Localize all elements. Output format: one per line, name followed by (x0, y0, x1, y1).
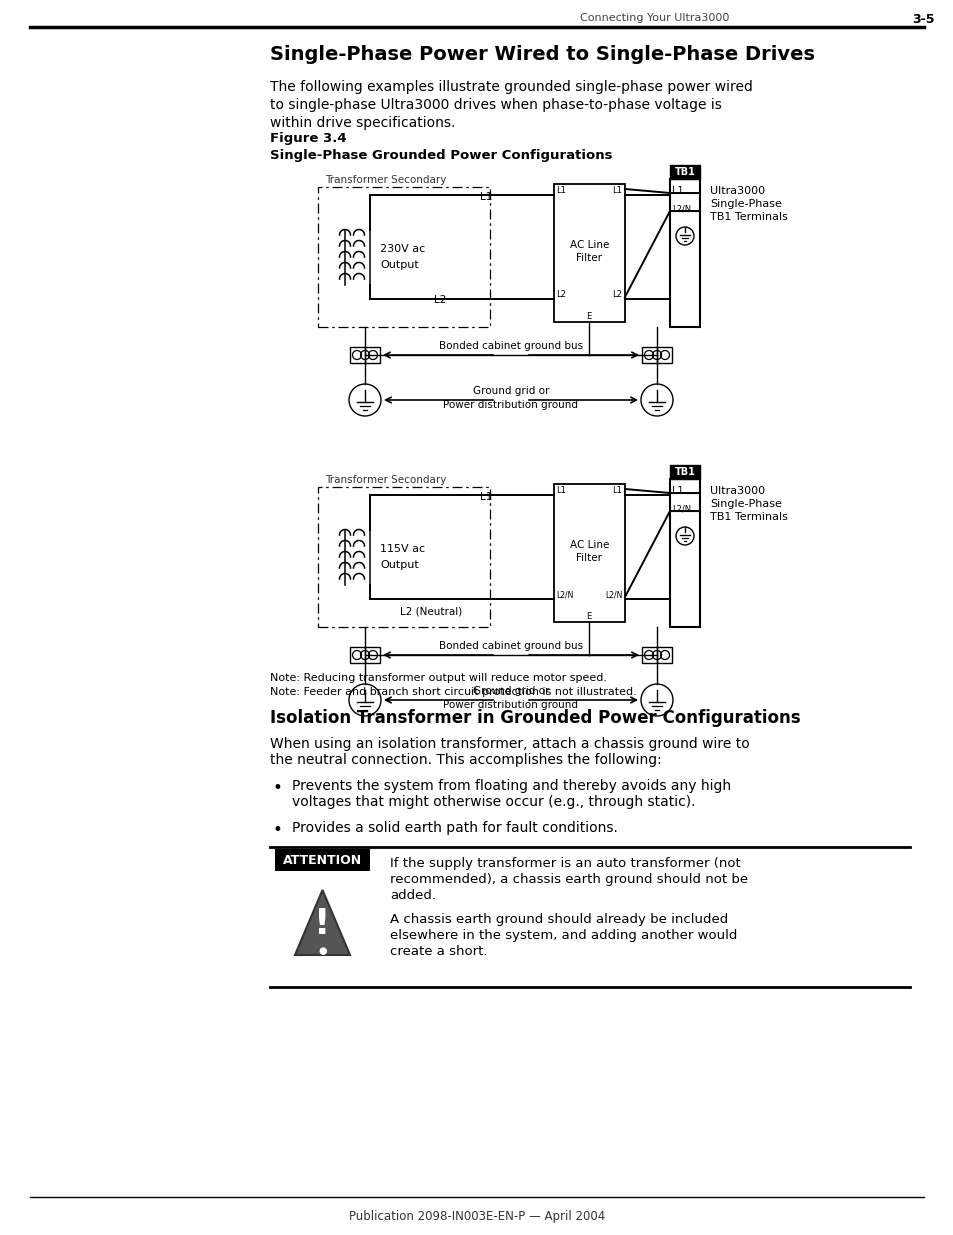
Text: L1: L1 (556, 487, 565, 495)
Text: L1: L1 (671, 186, 683, 196)
Text: L2/N: L2/N (604, 590, 621, 599)
Text: TB1: TB1 (674, 467, 695, 477)
Text: Ultra3000: Ultra3000 (709, 186, 764, 196)
Text: L1: L1 (556, 186, 565, 195)
Text: If the supply transformer is an auto transformer (not: If the supply transformer is an auto tra… (390, 857, 740, 869)
Text: Power distribution ground: Power distribution ground (443, 700, 578, 710)
Text: Publication 2098-IN003E-EN-P — April 2004: Publication 2098-IN003E-EN-P — April 200… (349, 1210, 604, 1223)
Text: elsewhere in the system, and adding another would: elsewhere in the system, and adding anot… (390, 929, 737, 942)
Text: L2/N: L2/N (671, 205, 690, 214)
Text: create a short.: create a short. (390, 945, 487, 958)
Text: within drive specifications.: within drive specifications. (270, 116, 455, 130)
Bar (669, 179, 700, 327)
Text: 230V ac: 230V ac (379, 245, 425, 254)
Bar (270, 847, 375, 987)
Bar (350, 647, 379, 663)
Text: When using an isolation transformer, attach a chassis ground wire to: When using an isolation transformer, att… (270, 737, 749, 751)
Text: Ground grid or: Ground grid or (473, 685, 549, 697)
Text: Output: Output (379, 559, 418, 571)
Text: Filter: Filter (576, 253, 602, 263)
Text: E: E (586, 613, 591, 621)
Text: L2/N: L2/N (671, 505, 690, 514)
Text: to single-phase Ultra3000 drives when phase-to-phase voltage is: to single-phase Ultra3000 drives when ph… (270, 98, 721, 112)
Text: Filter: Filter (576, 553, 602, 563)
Bar (641, 347, 671, 363)
Text: TB1: TB1 (674, 167, 695, 177)
Text: L1: L1 (479, 191, 492, 203)
Text: ●: ● (318, 946, 327, 956)
Text: E: E (586, 312, 591, 321)
Text: Ground grid or: Ground grid or (473, 387, 549, 396)
Text: added.: added. (390, 889, 436, 902)
Bar (274, 848, 370, 871)
Bar (641, 647, 671, 663)
Text: TB1 Terminals: TB1 Terminals (709, 212, 787, 222)
Text: Isolation Transformer in Grounded Power Configurations: Isolation Transformer in Grounded Power … (270, 709, 800, 727)
Bar (669, 466, 700, 479)
Text: Single-Phase: Single-Phase (709, 499, 781, 509)
Text: L2: L2 (612, 290, 621, 299)
Text: Note: Reducing transformer output will reduce motor speed.: Note: Reducing transformer output will r… (270, 673, 606, 683)
Text: Single-Phase: Single-Phase (709, 199, 781, 209)
Text: L2: L2 (434, 295, 446, 305)
Text: L1: L1 (612, 487, 621, 495)
Text: L1: L1 (612, 186, 621, 195)
Text: voltages that might otherwise occur (e.g., through static).: voltages that might otherwise occur (e.g… (292, 795, 695, 809)
Text: Transformer Secondary: Transformer Secondary (325, 175, 446, 185)
Text: AC Line: AC Line (569, 540, 609, 550)
Text: TB1 Terminals: TB1 Terminals (709, 513, 787, 522)
Text: AC Line: AC Line (569, 240, 609, 249)
Text: •: • (273, 821, 283, 839)
Text: recommended), a chassis earth ground should not be: recommended), a chassis earth ground sho… (390, 873, 747, 885)
Text: Transformer Secondary: Transformer Secondary (325, 475, 446, 485)
Text: Figure 3.4: Figure 3.4 (270, 132, 346, 144)
Text: ATTENTION: ATTENTION (283, 853, 362, 867)
Text: Bonded cabinet ground bus: Bonded cabinet ground bus (438, 641, 582, 651)
Polygon shape (294, 890, 350, 955)
Text: 115V ac: 115V ac (379, 543, 425, 555)
Bar (554, 484, 624, 622)
Text: Output: Output (379, 261, 418, 270)
Text: The following examples illustrate grounded single-phase power wired: The following examples illustrate ground… (270, 80, 752, 94)
Text: Note: Feeder and branch short circuit protection is not illustrated.: Note: Feeder and branch short circuit pr… (270, 687, 636, 697)
Text: L2 (Neutral): L2 (Neutral) (399, 606, 462, 618)
Text: L1: L1 (479, 492, 492, 501)
Bar (669, 479, 700, 627)
Text: the neutral connection. This accomplishes the following:: the neutral connection. This accomplishe… (270, 753, 661, 767)
Text: Prevents the system from floating and thereby avoids any high: Prevents the system from floating and th… (292, 779, 730, 793)
Text: Bonded cabinet ground bus: Bonded cabinet ground bus (438, 341, 582, 351)
Text: L2/N: L2/N (556, 590, 573, 599)
Bar (554, 184, 624, 322)
Text: •: • (273, 779, 283, 797)
Text: L2: L2 (556, 290, 565, 299)
Text: Provides a solid earth path for fault conditions.: Provides a solid earth path for fault co… (292, 821, 618, 835)
Text: A chassis earth ground should already be included: A chassis earth ground should already be… (390, 913, 727, 926)
Text: L1: L1 (671, 487, 683, 496)
Text: Single-Phase Power Wired to Single-Phase Drives: Single-Phase Power Wired to Single-Phase… (270, 44, 814, 64)
Bar (669, 165, 700, 179)
Text: Power distribution ground: Power distribution ground (443, 400, 578, 410)
Bar (350, 347, 379, 363)
Text: Single-Phase Grounded Power Configurations: Single-Phase Grounded Power Configuratio… (270, 149, 612, 162)
Text: 3-5: 3-5 (911, 14, 934, 26)
Text: Connecting Your Ultra3000: Connecting Your Ultra3000 (579, 14, 729, 23)
Text: Ultra3000: Ultra3000 (709, 487, 764, 496)
Text: !: ! (314, 906, 331, 941)
